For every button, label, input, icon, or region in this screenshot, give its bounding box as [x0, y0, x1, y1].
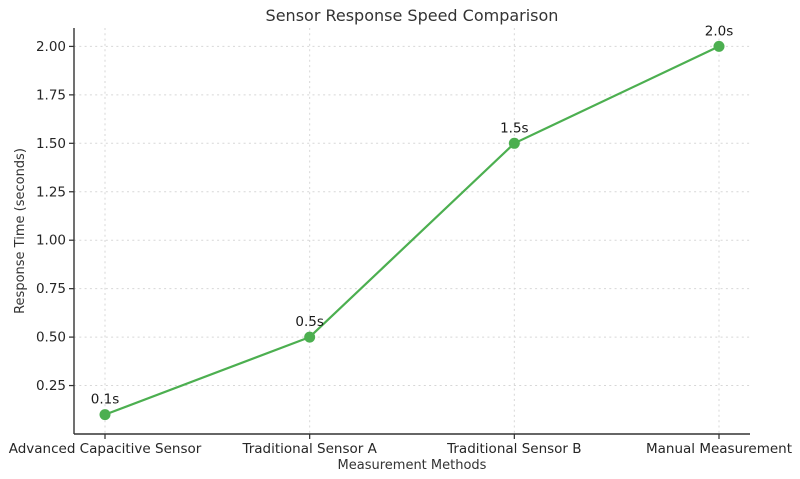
chart-title: Sensor Response Speed Comparison: [266, 6, 559, 25]
data-point-marker: [304, 331, 316, 343]
x-tick-label: Manual Measurement: [646, 441, 792, 457]
data-point-marker: [713, 40, 725, 52]
y-tick-label: 1.25: [36, 184, 66, 200]
data-point-label: 1.5s: [500, 120, 529, 136]
y-tick-label: 1.50: [36, 136, 66, 152]
x-axis-label: Measurement Methods: [338, 458, 487, 473]
y-tick-label: 1.75: [36, 87, 66, 103]
series-line: [103, 45, 721, 416]
grid-layer: [74, 28, 750, 434]
data-point-marker: [99, 409, 111, 421]
y-tick-label: 0.50: [36, 330, 66, 346]
y-tick-label: 2.00: [36, 39, 66, 55]
annotation-layer: 0.1s 0.5s 1.5s 2.0s: [91, 23, 734, 407]
axis-layer: [69, 28, 750, 439]
data-point-label: 0.5s: [295, 314, 324, 330]
y-axis-label: Response Time (seconds): [13, 148, 28, 314]
y-tick-label: 0.25: [36, 378, 66, 394]
series-layer: [99, 40, 725, 421]
y-tick-label: 0.75: [36, 281, 66, 297]
data-point-marker: [508, 137, 520, 149]
data-point-label: 2.0s: [705, 23, 734, 39]
x-tick-label: Traditional Sensor B: [446, 441, 581, 457]
y-tick-label: 1.00: [36, 233, 66, 249]
tick-label-layer: 0.25 0.50 0.75 1.00 1.25 1.50 1.75 2.00 Advanced…: [9, 39, 792, 457]
data-point-label: 0.1s: [91, 392, 120, 408]
x-tick-label: Advanced Capacitive Sensor: [9, 441, 202, 457]
x-tick-label: Traditional Sensor A: [241, 441, 377, 457]
